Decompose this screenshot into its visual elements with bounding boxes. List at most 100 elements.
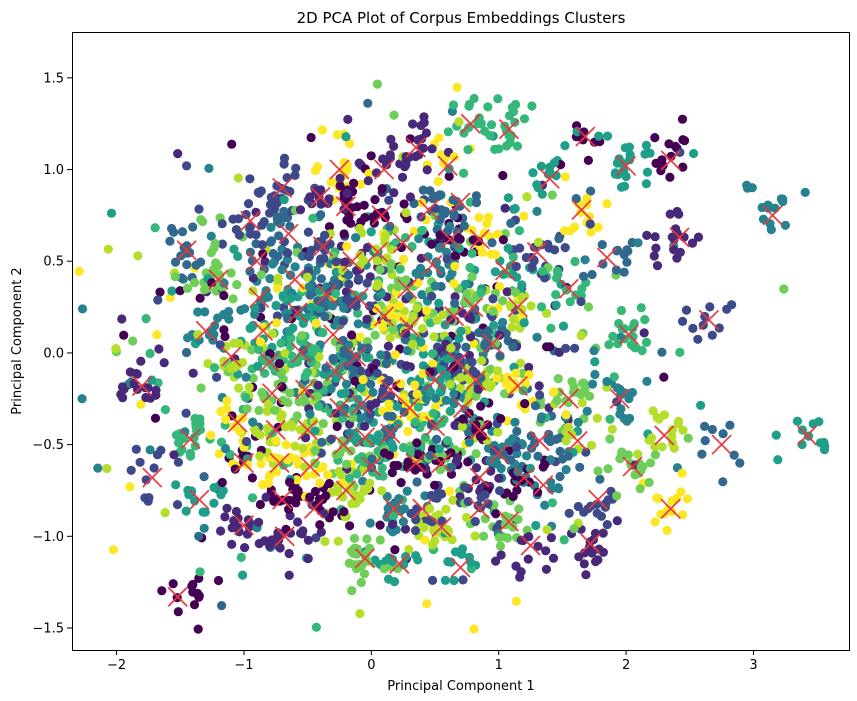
scatter-point (500, 203, 510, 213)
scatter-point (596, 511, 607, 521)
scatter-point (412, 303, 422, 313)
scatter-point (554, 234, 564, 244)
scatter-point (357, 343, 367, 353)
scatter-point (200, 307, 210, 317)
scatter-point (619, 324, 629, 334)
scatter-point (384, 195, 394, 205)
centroid-marker (482, 333, 503, 354)
scatter-point (203, 359, 213, 369)
scatter-point (342, 164, 352, 174)
centroid-marker (329, 397, 350, 419)
scatter-point (624, 142, 635, 152)
scatter-point (328, 353, 338, 364)
scatter-point (267, 535, 277, 545)
scatter-point (511, 368, 521, 378)
scatter-point (494, 282, 505, 292)
scatter-point (449, 305, 459, 315)
scatter-point (74, 266, 84, 276)
scatter-point (370, 330, 380, 340)
scatter-point (131, 444, 141, 454)
scatter-point (401, 361, 411, 371)
scatter-point (465, 332, 476, 342)
scatter-point (506, 385, 516, 395)
scatter-point (560, 243, 570, 253)
scatter-point (468, 366, 478, 376)
scatter-point (481, 338, 491, 348)
scatter-point (377, 463, 387, 473)
scatter-point (471, 449, 481, 459)
scatter-point (445, 379, 455, 389)
scatter-point (379, 564, 389, 574)
centroid-marker (180, 428, 201, 450)
centroid-marker (396, 278, 418, 299)
centroid-marker (351, 394, 372, 415)
centroid-marker (233, 515, 255, 536)
scatter-point (210, 239, 220, 249)
scatter-point (530, 401, 541, 411)
scatter-point (474, 213, 484, 223)
centroid-marker (335, 480, 356, 501)
centroid-marker (440, 229, 461, 250)
scatter-point (464, 437, 474, 447)
scatter-point (490, 267, 500, 277)
scatter-point (474, 113, 484, 123)
centroid-marker (176, 240, 197, 261)
centroid-marker (373, 306, 395, 327)
scatter-point (351, 233, 361, 243)
scatter-point (285, 388, 295, 398)
scatter-point (650, 232, 660, 242)
scatter-point (368, 387, 378, 397)
scatter-point (378, 322, 388, 332)
scatter-point (551, 300, 561, 310)
scatter-point (510, 417, 520, 427)
centroid-marker (325, 361, 346, 382)
scatter-point (269, 496, 279, 506)
scatter-point (247, 473, 257, 483)
scatter-point (657, 347, 667, 357)
scatter-point (498, 170, 508, 181)
scatter-point (410, 380, 420, 390)
scatter-point (149, 463, 159, 473)
scatter-point (448, 100, 459, 110)
scatter-point (650, 517, 660, 527)
scatter-point (395, 264, 405, 274)
scatter-point (315, 478, 325, 488)
centroid-marker (526, 241, 548, 263)
centroid-marker (498, 119, 520, 140)
scatter-point (517, 280, 527, 290)
scatter-point (414, 234, 424, 244)
scatter-point (542, 342, 552, 352)
scatter-point (446, 343, 456, 353)
centroid-marker (297, 419, 318, 441)
scatter-point (416, 337, 426, 347)
scatter-point (525, 463, 536, 473)
scatter-point (265, 274, 275, 284)
scatter-point (578, 378, 588, 388)
scatter-point (581, 447, 591, 457)
scatter-point (443, 127, 453, 137)
scatter-point (435, 265, 446, 276)
scatter-point (492, 373, 502, 383)
centroid-marker (488, 443, 509, 464)
scatter-point (171, 480, 181, 490)
scatter-point (298, 526, 308, 536)
scatter-point (455, 383, 466, 393)
x-tick-label: 2 (622, 658, 630, 673)
scatter-point (688, 323, 698, 333)
scatter-point (77, 304, 88, 314)
centroid-marker (431, 516, 452, 538)
scatter-point (641, 179, 652, 189)
scatter-point (613, 339, 623, 349)
scatter-point (403, 457, 413, 467)
scatter-point (537, 412, 547, 422)
scatter-point (248, 373, 258, 383)
centroid-markers (131, 113, 818, 607)
scatter-point (449, 389, 459, 399)
scatter-point (541, 564, 552, 574)
scatter-point (397, 172, 408, 182)
scatter-point (254, 517, 264, 527)
scatter-point (402, 486, 412, 496)
scatter-point (193, 307, 203, 317)
y-tick-label: −1.5 (32, 621, 64, 636)
scatter-point (583, 155, 594, 165)
